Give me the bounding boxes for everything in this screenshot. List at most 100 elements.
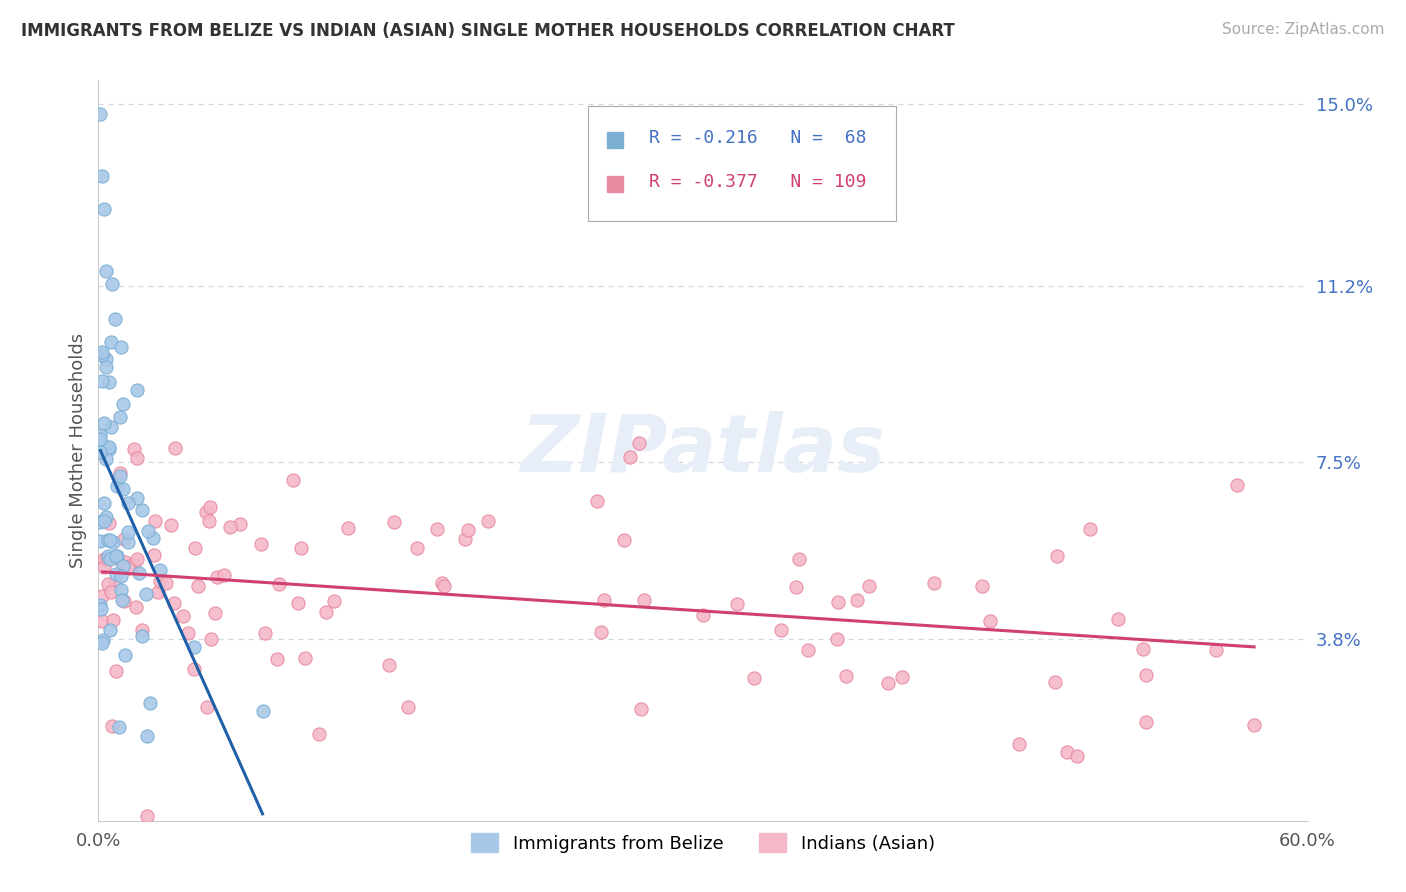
- Point: [122, 442, 145, 457]
- Point: [100, 584, 122, 599]
- Point: [103, 535, 125, 549]
- Point: [96, 359, 118, 374]
- Point: [96, 264, 118, 278]
- Point: [112, 482, 135, 496]
- Point: [124, 599, 146, 614]
- Point: [1043, 675, 1066, 690]
- Point: [1225, 478, 1247, 492]
- Point: [187, 579, 209, 593]
- Point: [91, 374, 114, 388]
- Point: [91, 590, 114, 604]
- Text: R = -0.377   N = 109: R = -0.377 N = 109: [648, 173, 866, 192]
- Point: [1056, 745, 1078, 759]
- Point: [98, 442, 121, 456]
- Point: [93, 632, 115, 647]
- Text: ZIPatlas: ZIPatlas: [520, 411, 886, 490]
- Point: [136, 524, 159, 538]
- Point: [97, 441, 120, 455]
- Point: [125, 551, 148, 566]
- Point: [433, 579, 456, 593]
- Point: [1205, 643, 1227, 657]
- Point: [93, 552, 115, 566]
- Point: [1135, 667, 1157, 681]
- Text: Source: ZipAtlas.com: Source: ZipAtlas.com: [1222, 22, 1385, 37]
- Point: [89, 534, 111, 549]
- Point: [825, 632, 848, 647]
- Point: [96, 550, 118, 565]
- Point: [593, 593, 616, 607]
- Point: [204, 607, 226, 621]
- Legend: Immigrants from Belize, Indians (Asian): Immigrants from Belize, Indians (Asian): [464, 826, 942, 860]
- Point: [382, 516, 405, 530]
- Point: [89, 106, 111, 120]
- Point: [90, 602, 112, 616]
- Point: [149, 563, 172, 577]
- Point: [94, 451, 117, 466]
- Point: [112, 532, 135, 546]
- Point: [89, 427, 111, 442]
- Point: [163, 441, 186, 455]
- Point: [172, 608, 194, 623]
- Point: [93, 560, 115, 574]
- Point: [104, 664, 127, 678]
- Point: [127, 491, 149, 505]
- Point: [454, 532, 477, 546]
- Point: [111, 397, 134, 411]
- Point: [89, 515, 111, 529]
- Point: [105, 479, 128, 493]
- Point: [218, 520, 240, 534]
- Point: [308, 727, 330, 741]
- Point: [163, 596, 186, 610]
- Point: [287, 596, 309, 610]
- Point: [138, 696, 160, 710]
- Point: [633, 592, 655, 607]
- Point: [589, 624, 612, 639]
- Point: [94, 351, 117, 366]
- Point: [160, 517, 183, 532]
- Point: [742, 672, 765, 686]
- Point: [101, 277, 124, 291]
- Point: [1007, 737, 1029, 751]
- Point: [891, 669, 914, 683]
- Point: [267, 577, 290, 591]
- Point: [378, 658, 401, 673]
- Point: [105, 549, 128, 564]
- Point: [114, 648, 136, 663]
- Point: [337, 520, 360, 534]
- Point: [184, 541, 207, 555]
- Point: [1243, 718, 1265, 732]
- Point: [787, 552, 810, 566]
- Point: [117, 524, 139, 539]
- Point: [406, 541, 429, 555]
- Point: [252, 704, 274, 718]
- Y-axis label: Single Mother Households: Single Mother Households: [69, 333, 87, 568]
- Point: [108, 720, 131, 734]
- Point: [114, 593, 136, 607]
- Point: [91, 169, 114, 183]
- Point: [94, 510, 117, 524]
- Point: [100, 419, 122, 434]
- Point: [149, 574, 172, 588]
- Point: [117, 534, 139, 549]
- Point: [200, 500, 222, 514]
- Point: [89, 445, 111, 459]
- Point: [155, 576, 177, 591]
- Point: [143, 514, 166, 528]
- Point: [117, 496, 139, 510]
- Point: [183, 662, 205, 676]
- Point: [430, 576, 453, 591]
- Point: [97, 549, 120, 564]
- Point: [89, 599, 111, 613]
- Point: [135, 729, 157, 743]
- Point: [396, 699, 419, 714]
- Point: [770, 623, 793, 637]
- Point: [797, 643, 820, 657]
- Point: [114, 555, 136, 569]
- Point: [127, 384, 149, 398]
- Point: [1066, 749, 1088, 764]
- Point: [457, 523, 479, 537]
- Point: [93, 514, 115, 528]
- Point: [96, 577, 118, 591]
- Point: [105, 551, 128, 566]
- Point: [100, 334, 122, 349]
